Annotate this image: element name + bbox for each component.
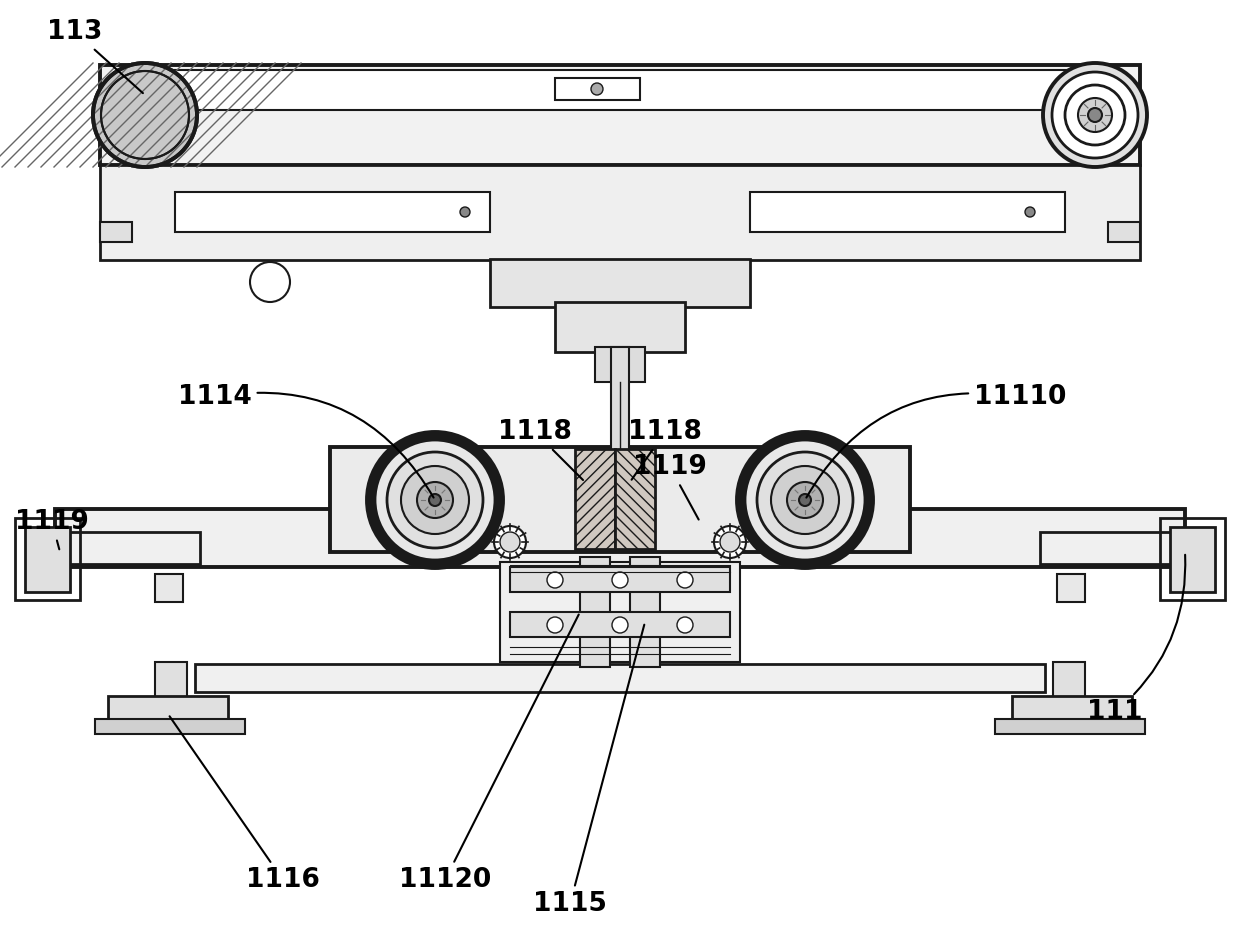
Circle shape: [93, 63, 197, 167]
Bar: [1012, 696, 1132, 724]
Circle shape: [613, 617, 627, 633]
Text: 1116: 1116: [170, 716, 320, 893]
Bar: [175, 192, 490, 232]
Bar: [55, 509, 1185, 567]
Bar: [994, 719, 1145, 734]
Circle shape: [677, 572, 693, 588]
Bar: [510, 567, 730, 592]
Circle shape: [494, 526, 526, 558]
Bar: [750, 192, 1065, 232]
Circle shape: [1052, 72, 1138, 158]
Circle shape: [771, 466, 839, 534]
Circle shape: [799, 494, 811, 506]
Circle shape: [429, 494, 441, 506]
Circle shape: [1043, 63, 1147, 167]
Bar: [155, 574, 184, 602]
Text: 113: 113: [47, 19, 143, 93]
Bar: [25, 527, 69, 592]
Circle shape: [460, 207, 470, 217]
Bar: [1053, 662, 1085, 702]
Circle shape: [547, 572, 563, 588]
Text: 1119: 1119: [15, 509, 89, 549]
Bar: [155, 662, 187, 702]
Circle shape: [677, 617, 693, 633]
Bar: [580, 557, 610, 667]
Circle shape: [367, 432, 503, 568]
Circle shape: [745, 440, 866, 560]
Bar: [108, 696, 228, 724]
Circle shape: [591, 83, 603, 95]
Bar: [500, 562, 740, 662]
Bar: [100, 222, 131, 242]
Text: 111: 111: [1087, 555, 1185, 725]
Circle shape: [417, 482, 453, 518]
Bar: [130, 70, 1110, 110]
Bar: [330, 447, 910, 552]
Bar: [95, 719, 246, 734]
Circle shape: [756, 452, 853, 548]
Bar: [100, 165, 1140, 260]
Text: 1118: 1118: [498, 419, 583, 480]
Bar: [556, 302, 684, 352]
Bar: [1109, 222, 1140, 242]
Circle shape: [374, 440, 495, 560]
Text: 1119: 1119: [634, 454, 707, 520]
Bar: [15, 518, 81, 600]
Bar: [195, 664, 1045, 692]
Text: 11120: 11120: [399, 614, 579, 893]
Bar: [595, 347, 645, 382]
Circle shape: [1087, 108, 1102, 122]
Circle shape: [1025, 207, 1035, 217]
Bar: [1040, 532, 1185, 564]
Bar: [556, 78, 640, 100]
Bar: [55, 532, 200, 564]
Circle shape: [714, 526, 746, 558]
Circle shape: [250, 262, 290, 302]
Bar: [1171, 527, 1215, 592]
Circle shape: [1065, 85, 1125, 145]
Bar: [615, 449, 655, 549]
Bar: [100, 65, 1140, 165]
Bar: [630, 557, 660, 667]
Bar: [490, 259, 750, 307]
Circle shape: [387, 452, 484, 548]
Circle shape: [500, 532, 520, 552]
Circle shape: [613, 572, 627, 588]
Text: 11110: 11110: [806, 384, 1066, 497]
Circle shape: [1078, 98, 1112, 132]
Text: 1118: 1118: [629, 419, 702, 479]
Text: 1115: 1115: [533, 625, 645, 917]
Text: 1114: 1114: [179, 384, 434, 497]
Circle shape: [547, 617, 563, 633]
Bar: [611, 347, 629, 482]
Circle shape: [720, 532, 740, 552]
Circle shape: [401, 466, 469, 534]
Circle shape: [787, 482, 823, 518]
Circle shape: [737, 432, 873, 568]
Bar: [510, 612, 730, 637]
Bar: [1056, 574, 1085, 602]
Bar: [1159, 518, 1225, 600]
Bar: [575, 449, 615, 549]
Circle shape: [95, 65, 195, 165]
